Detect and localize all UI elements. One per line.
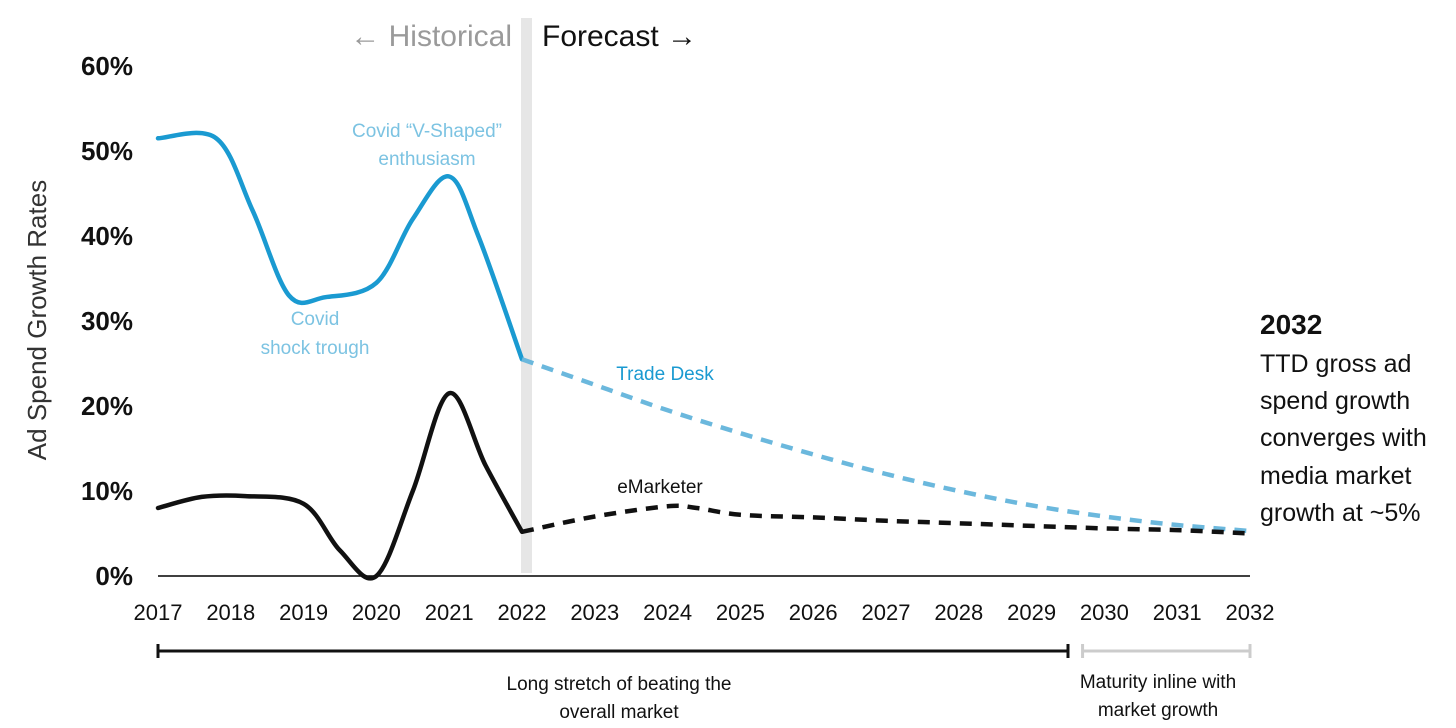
y-tick-label: 60% [81, 51, 133, 81]
side-note-line: spend growth [1260, 387, 1410, 415]
annotation-line: enthusiasm [378, 149, 475, 170]
x-tick-label: 2027 [862, 600, 911, 625]
x-tick-label: 2030 [1080, 600, 1129, 625]
y-tick-label: 30% [81, 306, 133, 336]
annotation-line: shock trough [261, 338, 370, 359]
annotation-covid-trough: Covid shock trough [261, 309, 370, 359]
side-note-line: media market [1260, 462, 1411, 490]
bracket-label: overall market [559, 702, 679, 723]
y-axis-label: Ad Spend Growth Rates [22, 180, 52, 460]
annotation-covid-v-shaped: Covid “V-Shaped” enthusiasm [352, 121, 502, 170]
annotation-line: Covid [291, 309, 340, 330]
series-label-trade-desk: Trade Desk [616, 364, 714, 385]
y-tick-labels: 0% 10% 20% 30% 40% 50% 60% [81, 51, 133, 591]
y-tick-label: 10% [81, 476, 133, 506]
side-note-title: 2032 [1260, 309, 1322, 340]
forecast-header: Forecast → [542, 20, 697, 53]
side-note: 2032 TTD gross ad spend growth converges… [1260, 309, 1427, 527]
x-tick-label: 2020 [352, 600, 401, 625]
bracket-label: Long stretch of beating the [507, 674, 732, 695]
x-tick-label: 2029 [1007, 600, 1056, 625]
x-tick-label: 2025 [716, 600, 765, 625]
side-note-line: converges with [1260, 424, 1427, 452]
forecast-divider [521, 18, 532, 573]
x-tick-label: 2022 [498, 600, 547, 625]
x-tick-label: 2026 [789, 600, 838, 625]
bracket-label: market growth [1098, 700, 1218, 721]
series-line-trade-desk-forecast [521, 357, 1251, 534]
side-note-line: TTD gross ad [1260, 350, 1411, 378]
x-tick-label: 2023 [570, 600, 619, 625]
x-tick-label: 2024 [643, 600, 692, 625]
historical-header: ← Historical [350, 20, 512, 53]
x-tick-label: 2031 [1153, 600, 1202, 625]
side-note-line: growth at ~5% [1260, 499, 1421, 527]
y-tick-label: 40% [81, 221, 133, 251]
series-label-emarketer: eMarketer [617, 477, 703, 498]
series-line-trade-desk-historical [155, 130, 525, 362]
x-tick-label: 2021 [425, 600, 474, 625]
x-tick-label: 2028 [934, 600, 983, 625]
x-tick-label: 2017 [134, 600, 183, 625]
y-tick-label: 50% [81, 136, 133, 166]
y-tick-label: 0% [95, 561, 133, 591]
annotation-line: Covid “V-Shaped” [352, 121, 502, 142]
bracket-label: Maturity inline with [1080, 672, 1236, 693]
period-brackets [156, 644, 1252, 658]
series-layer [155, 130, 1251, 581]
y-tick-label: 20% [81, 391, 133, 421]
x-tick-label: 2032 [1226, 600, 1275, 625]
x-tick-labels: 2017 2018 2019 2020 2021 2022 2023 2024 2025 2026… [134, 600, 1275, 625]
x-tick-label: 2019 [279, 600, 328, 625]
x-tick-label: 2018 [206, 600, 255, 625]
series-line-emarketer-historical [155, 391, 525, 581]
series-line-emarketer-forecast [521, 503, 1251, 536]
